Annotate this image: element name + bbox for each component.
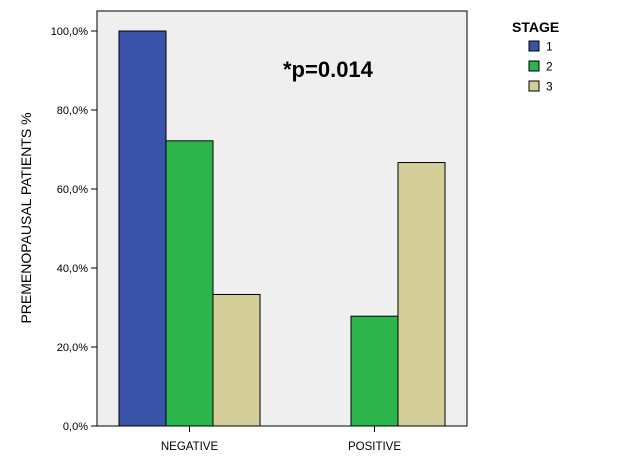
legend-swatch-stage-2 [528, 60, 540, 72]
bar-negative-stage-3 [212, 293, 261, 427]
y-tick-label: 20,0% [57, 342, 88, 354]
p-value-annotation: *p=0.014 [283, 57, 374, 82]
y-tick-label: 60,0% [57, 184, 88, 196]
legend-swatch-stage-3 [528, 80, 540, 92]
y-axis-title: PREMENOPAUSAL PATIENTS % [18, 112, 34, 323]
bar-negative-stage-2 [165, 140, 214, 427]
bar-positive-stage-2 [350, 315, 399, 427]
x-axis: NEGATIVE POSITIVE [161, 426, 401, 453]
y-tick-label: 40,0% [57, 263, 88, 275]
bar-negative-stage-1 [118, 30, 167, 427]
legend-label-stage-2: 2 [546, 60, 553, 74]
legend-swatch-stage-1 [528, 40, 540, 52]
y-tick-label: 100,0% [51, 26, 89, 38]
bars-group [118, 30, 446, 427]
legend-title: STAGE [512, 19, 559, 35]
bar-positive-stage-3 [397, 162, 446, 427]
x-tick-label-positive: POSITIVE [348, 441, 401, 453]
y-tick-label: 80,0% [57, 105, 88, 117]
y-tick-label: 0,0% [63, 421, 88, 433]
legend-label-stage-3: 3 [546, 80, 553, 94]
y-axis: 0,0% 20,0% 40,0% 60,0% 80,0% 100,0% [51, 26, 97, 433]
x-tick-label-negative: NEGATIVE [161, 441, 219, 453]
legend-label-stage-1: 1 [546, 40, 553, 54]
legend: STAGE 1 2 3 [512, 19, 559, 94]
